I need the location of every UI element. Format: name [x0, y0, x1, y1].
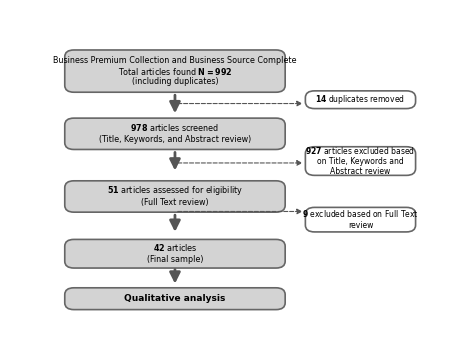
- Text: Business Premium Collection and Business Source Complete: Business Premium Collection and Business…: [53, 56, 297, 65]
- FancyBboxPatch shape: [65, 50, 285, 92]
- Text: (Final sample): (Final sample): [147, 255, 203, 264]
- Text: on Title, Keywords and: on Title, Keywords and: [317, 156, 404, 166]
- FancyBboxPatch shape: [305, 207, 416, 232]
- FancyBboxPatch shape: [305, 91, 416, 109]
- Text: (Full Text review): (Full Text review): [141, 198, 209, 207]
- FancyBboxPatch shape: [65, 118, 285, 149]
- Text: review: review: [348, 221, 373, 230]
- Text: Qualitative analysis: Qualitative analysis: [124, 294, 226, 303]
- Text: (Title, Keywords, and Abstract review): (Title, Keywords, and Abstract review): [99, 135, 251, 144]
- Text: $\mathbf{14}$ duplicates removed: $\mathbf{14}$ duplicates removed: [316, 93, 405, 106]
- Text: Abstract review: Abstract review: [330, 167, 391, 176]
- FancyBboxPatch shape: [65, 239, 285, 268]
- FancyBboxPatch shape: [305, 147, 416, 175]
- Text: $\mathbf{9}$ excluded based on Full Text: $\mathbf{9}$ excluded based on Full Text: [302, 208, 419, 219]
- Text: $\mathbf{927}$ articles excluded based: $\mathbf{927}$ articles excluded based: [305, 145, 416, 156]
- FancyBboxPatch shape: [65, 288, 285, 310]
- FancyBboxPatch shape: [65, 181, 285, 212]
- Text: $\mathbf{51}$ articles assessed for eligibility: $\mathbf{51}$ articles assessed for elig…: [107, 184, 243, 197]
- Text: $\mathbf{42}$ articles: $\mathbf{42}$ articles: [153, 242, 197, 253]
- Text: $\mathbf{978}$ articles screened: $\mathbf{978}$ articles screened: [130, 122, 219, 133]
- Text: (including duplicates): (including duplicates): [132, 77, 219, 86]
- Text: Total articles found $\mathbf{N = 992}$: Total articles found $\mathbf{N = 992}$: [118, 65, 232, 76]
